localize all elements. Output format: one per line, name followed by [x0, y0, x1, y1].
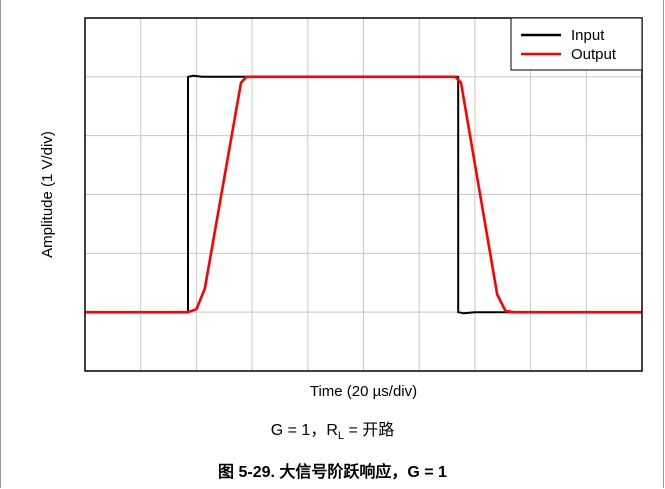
series-lines [85, 74, 642, 315]
condition-prefix: G = 1，R [270, 422, 338, 439]
legend-label-input: Input [571, 27, 605, 44]
figure-caption: 图 5-29. 大信号阶跃响应，G = 1 [218, 464, 447, 481]
plot-border [84, 17, 643, 372]
legend-box [510, 17, 643, 71]
condition-subscript: L [337, 430, 344, 443]
x-axis-label: Time (20 µs/div) [310, 383, 417, 400]
test-condition: G = 1，RL = 开路 [0, 416, 665, 442]
step-response-chart: Amplitude (1 V/div) Time (20 µs/div) Inp… [39, 17, 643, 400]
y-axis-label: Amplitude (1 V/div) [39, 131, 56, 258]
series-line-output [85, 75, 642, 314]
condition-suffix: = 开路 [344, 422, 395, 439]
legend-label-output: Output [571, 46, 617, 63]
legend: Input Output [510, 17, 643, 71]
grid-lines [85, 18, 642, 371]
